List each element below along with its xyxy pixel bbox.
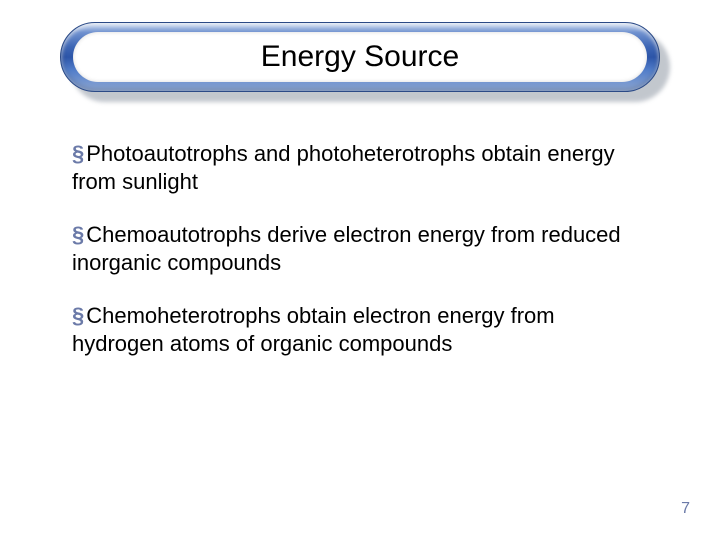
- slide-body: §Photoautotrophs and photoheterotrophs o…: [72, 140, 652, 383]
- section-mark-icon: §: [72, 303, 84, 328]
- section-mark-icon: §: [72, 141, 84, 166]
- bullet-item: §Photoautotrophs and photoheterotrophs o…: [72, 140, 652, 195]
- bullet-item: §Chemoautotrophs derive electron energy …: [72, 221, 652, 276]
- title-banner-inner: Energy Source: [73, 32, 647, 82]
- section-mark-icon: §: [72, 222, 84, 247]
- bullet-item: §Chemoheterotrophs obtain electron energ…: [72, 302, 652, 357]
- bullet-text: Chemoautotrophs derive electron energy f…: [72, 222, 621, 275]
- slide-title: Energy Source: [261, 40, 459, 74]
- slide: Energy Source §Photoautotrophs and photo…: [0, 0, 720, 540]
- title-banner: Energy Source: [60, 22, 660, 92]
- bullet-text: Chemoheterotrophs obtain electron energy…: [72, 303, 555, 356]
- bullet-text: Photoautotrophs and photoheterotrophs ob…: [72, 141, 615, 194]
- title-banner-wrap: Energy Source: [60, 22, 660, 92]
- page-number: 7: [681, 500, 690, 518]
